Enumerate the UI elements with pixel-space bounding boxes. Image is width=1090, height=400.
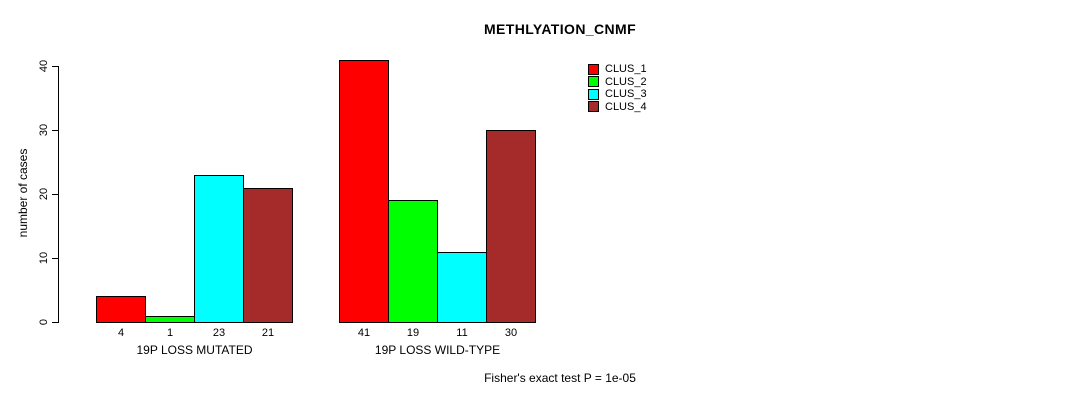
legend-label: CLUS_1 (605, 63, 647, 76)
bar-value-label: 1 (166, 327, 174, 339)
legend-label: CLUS_3 (605, 88, 647, 101)
bar-clus_1 (96, 296, 146, 323)
group-label: 19P LOSS WILD-TYPE (374, 343, 501, 357)
bar-value-label: 30 (504, 327, 518, 339)
bar-clus_3 (437, 252, 487, 323)
y-tick-label: 30 (38, 123, 50, 137)
y-tick-label: 20 (38, 187, 50, 201)
y-tick (52, 130, 58, 131)
bar-clus_4 (243, 188, 293, 323)
y-tick (52, 258, 58, 259)
legend-item: CLUS_1 (588, 63, 647, 76)
y-tick-label: 0 (38, 318, 50, 326)
legend-item: CLUS_3 (588, 88, 647, 101)
y-tick (52, 66, 58, 67)
legend-swatch-icon (588, 76, 599, 88)
y-tick-label: 40 (38, 59, 50, 73)
chart-title: METHLYATION_CNMF (483, 21, 637, 37)
annotation-text: Fisher's exact test P = 1e-05 (484, 371, 636, 385)
bar-value-label: 41 (357, 327, 371, 339)
legend-label: CLUS_4 (605, 100, 647, 113)
bar-value-label: 23 (212, 327, 226, 339)
bar-clus_4 (486, 130, 536, 323)
bar-value-label: 19 (406, 327, 420, 339)
y-axis-line (58, 66, 59, 323)
bar-clus_3 (194, 175, 244, 323)
y-axis-label: number of cases (16, 148, 30, 238)
y-tick (52, 322, 58, 323)
legend-swatch-icon (588, 88, 599, 100)
bar-value-label: 11 (456, 327, 468, 339)
bar-clus_2 (145, 316, 195, 323)
legend-swatch-icon (588, 101, 599, 113)
bar-clus_1 (339, 60, 389, 323)
legend-label: CLUS_2 (605, 75, 647, 88)
legend: CLUS_1 CLUS_2 CLUS_3 CLUS_4 (588, 63, 647, 113)
bar-value-label: 21 (261, 327, 275, 339)
y-tick-label: 10 (38, 251, 50, 265)
bar-clus_2 (388, 200, 438, 323)
group-label: 19P LOSS MUTATED (136, 343, 253, 357)
legend-item: CLUS_4 (588, 101, 647, 114)
legend-item: CLUS_2 (588, 76, 647, 89)
y-tick (52, 194, 58, 195)
legend-swatch-icon (588, 63, 599, 75)
bar-value-label: 4 (117, 327, 125, 339)
